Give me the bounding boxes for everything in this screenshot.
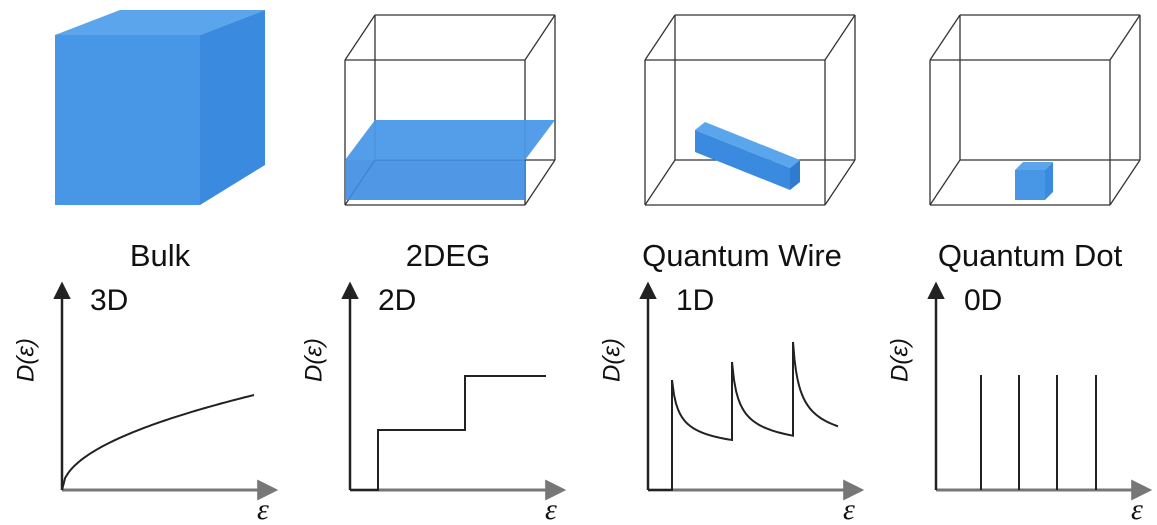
x-axis-label: ε [1131, 493, 1143, 525]
x-axis-label: ε [257, 493, 269, 525]
material-name: Quantum Wire [642, 238, 842, 273]
x-axis-label: ε [843, 493, 855, 525]
material-name: Quantum Dot [938, 238, 1123, 273]
dimension-label: 2D [378, 284, 416, 317]
dos-curve [981, 375, 1096, 490]
cube-front [55, 35, 200, 205]
cube-wire [645, 15, 855, 205]
dimension-label: 0D [964, 284, 1002, 317]
figure: Bulk3D D(ε) ε 2DEG 2D D(ε) ε Quantum Wire 1D D(ε)… [0, 0, 1157, 525]
cube-edge [645, 160, 675, 205]
dimension-label: 1D [676, 284, 714, 317]
dimension-label: 3D [90, 284, 128, 317]
cube-edge [825, 160, 855, 205]
dos-curve [62, 395, 254, 490]
cube-edge [1110, 15, 1140, 60]
cube-edge [1110, 160, 1140, 205]
dos-curve [350, 376, 546, 490]
cube-edge [825, 15, 855, 60]
y-axis-label: D(ε) [12, 338, 39, 382]
y-axis-label: D(ε) [598, 338, 625, 382]
cube-edge [645, 15, 675, 60]
cube-edge [525, 15, 555, 60]
cube-side [200, 10, 265, 205]
y-axis-label: D(ε) [300, 338, 327, 382]
x-axis-label: ε [545, 493, 557, 525]
material-name: 2DEG [406, 238, 490, 273]
dos-curve [648, 342, 838, 490]
dot-front [1015, 170, 1045, 200]
cube-edge [930, 15, 960, 60]
slab-front [345, 160, 525, 200]
material-name: Bulk [130, 238, 191, 273]
y-axis-label: D(ε) [886, 338, 913, 382]
cube-edge [930, 160, 960, 205]
slab-top [345, 120, 555, 160]
cube-edge [525, 160, 555, 205]
cube-edge [345, 15, 375, 60]
